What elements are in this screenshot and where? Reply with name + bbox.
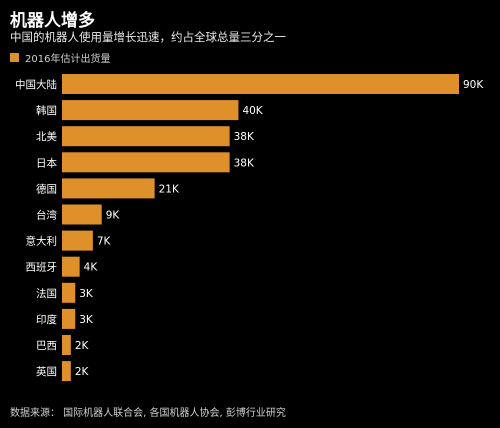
value-label: 38K bbox=[234, 157, 255, 169]
value-label: 3K bbox=[79, 314, 94, 326]
bar bbox=[62, 152, 230, 173]
chart-title: 机器人增多 bbox=[10, 11, 95, 31]
category-label: 德国 bbox=[36, 182, 57, 195]
legend: 2016年估计出货量 bbox=[10, 50, 110, 65]
category-label: 中国大陆 bbox=[15, 78, 57, 91]
bar bbox=[62, 126, 230, 147]
category-label: 印度 bbox=[36, 313, 57, 326]
value-label: 4K bbox=[84, 262, 99, 274]
bar bbox=[62, 256, 80, 277]
bar bbox=[62, 74, 459, 94]
category-label: 日本 bbox=[36, 156, 57, 169]
value-label: 7K bbox=[97, 236, 112, 248]
value-label: 38K bbox=[234, 131, 255, 143]
bar bbox=[62, 230, 93, 251]
category-label: 巴西 bbox=[36, 340, 57, 352]
chart-subtitle: 中国的机器人使用量增长迅速，约占全球总量三分之一 bbox=[10, 30, 286, 44]
value-label: 9K bbox=[106, 210, 121, 222]
value-label: 40K bbox=[242, 105, 263, 117]
bar bbox=[62, 178, 155, 199]
bar bbox=[62, 308, 76, 329]
category-label: 韩国 bbox=[36, 104, 57, 117]
category-label: 西班牙 bbox=[26, 262, 58, 274]
source-note: 数据来源： 国际机器人联合会, 各国机器人协会, 彭博行业研究 bbox=[10, 408, 286, 419]
legend-swatch bbox=[10, 53, 19, 62]
value-label: 2K bbox=[75, 366, 90, 378]
legend-label: 2016年估计出货量 bbox=[25, 54, 111, 65]
bar bbox=[62, 204, 102, 225]
category-label: 法国 bbox=[36, 287, 57, 300]
value-label: 90K bbox=[463, 79, 484, 91]
value-label: 21K bbox=[159, 183, 180, 195]
bar bbox=[62, 335, 71, 355]
value-label: 2K bbox=[75, 340, 90, 352]
category-label: 意大利 bbox=[26, 235, 58, 248]
category-label: 北美 bbox=[36, 130, 57, 143]
value-label: 3K bbox=[79, 288, 94, 300]
bar bbox=[62, 282, 76, 303]
category-label: 英国 bbox=[36, 365, 57, 378]
bar bbox=[62, 100, 239, 121]
category-label: 台湾 bbox=[36, 209, 57, 222]
bar bbox=[62, 361, 71, 382]
